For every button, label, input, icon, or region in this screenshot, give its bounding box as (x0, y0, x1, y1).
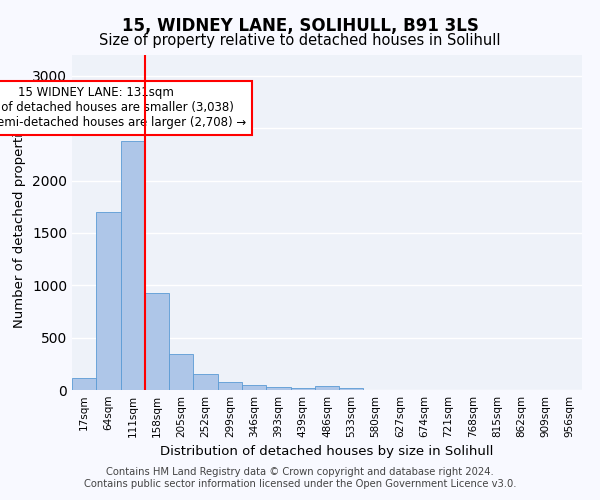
Bar (290, 388, 315, 390)
Bar (266, 387, 290, 390)
Text: 15 WIDNEY LANE: 131sqm
← 53% of detached houses are smaller (3,038)
47% of semi-: 15 WIDNEY LANE: 131sqm ← 53% of detached… (0, 86, 247, 130)
X-axis label: Distribution of detached houses by size in Solihull: Distribution of detached houses by size … (160, 446, 494, 458)
Bar (72, 378, 96, 390)
Bar (339, 388, 364, 390)
Bar (242, 385, 266, 390)
Bar (96, 212, 121, 390)
Text: Size of property relative to detached houses in Solihull: Size of property relative to detached ho… (99, 32, 501, 48)
Bar (169, 354, 193, 390)
Bar (121, 141, 145, 390)
Text: Contains HM Land Registry data © Crown copyright and database right 2024.
Contai: Contains HM Land Registry data © Crown c… (84, 468, 516, 489)
Bar (218, 382, 242, 390)
Bar (193, 374, 218, 390)
Bar (145, 292, 169, 390)
Text: 15, WIDNEY LANE, SOLIHULL, B91 3LS: 15, WIDNEY LANE, SOLIHULL, B91 3LS (122, 18, 478, 36)
Bar (315, 386, 339, 390)
Y-axis label: Number of detached properties: Number of detached properties (13, 118, 26, 328)
